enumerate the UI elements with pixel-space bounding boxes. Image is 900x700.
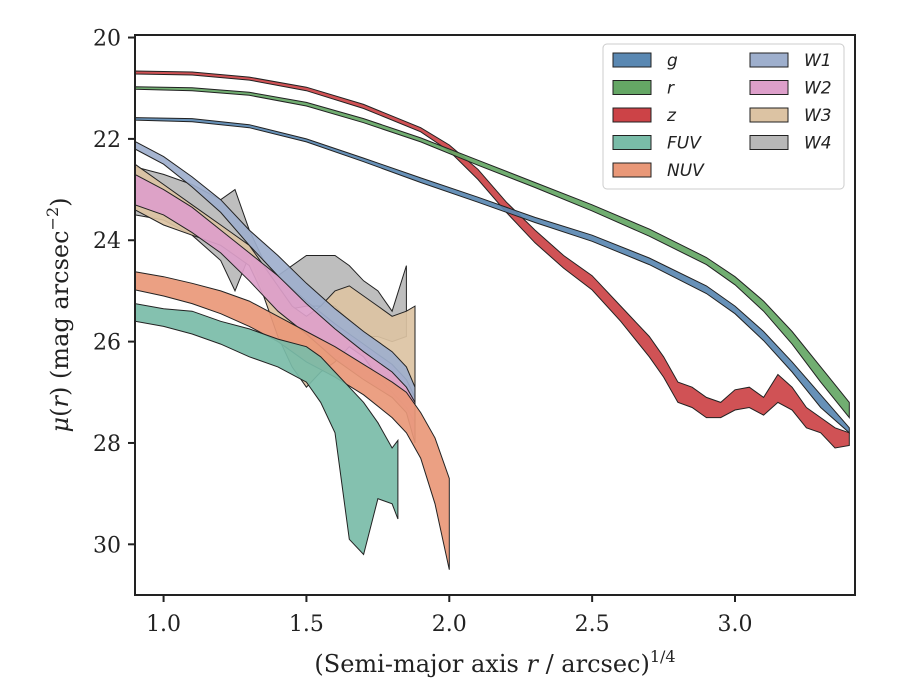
x-tick-label: 1.0 [146, 612, 181, 637]
legend-label: W3 [804, 106, 832, 126]
y-tick-label: 24 [93, 229, 121, 254]
plot-frame [134, 34, 856, 596]
band-w1 [135, 140, 416, 405]
legend-swatch [612, 162, 652, 178]
legend-label: z [666, 106, 677, 126]
legend-swatch [612, 135, 652, 150]
band-fuv [135, 303, 399, 556]
y-tick-label: 28 [93, 432, 121, 457]
legend: grz FUV NUV W1 W2 W3 W4 [602, 43, 845, 190]
legend-label: g [667, 51, 678, 71]
legend-swatch [612, 80, 652, 95]
x-tick-label: 1.5 [289, 612, 324, 637]
band-z [135, 70, 850, 449]
legend-label: NUV [667, 161, 705, 181]
y-tick-label: 22 [93, 128, 121, 153]
y-tick-label: 20 [93, 27, 121, 52]
legend-swatch [612, 107, 652, 123]
legend-label: FUV [667, 134, 702, 154]
x-tick-label: 2.0 [432, 612, 467, 637]
legend-swatch [749, 135, 789, 150]
x-axis: 1.0 1.5 2.0 2.5 3.0 [146, 595, 753, 637]
bands-layer [135, 70, 850, 570]
legend-label: W2 [804, 79, 832, 99]
x-tick-label: 2.5 [575, 612, 610, 637]
band-g [135, 117, 850, 434]
legend-label: W4 [804, 134, 832, 154]
y-tick-label: 30 [93, 533, 121, 558]
legend-label: r [667, 79, 675, 99]
x-tick-label: 3.0 [718, 612, 753, 637]
y-axis: 20 22 24 26 28 30 [93, 27, 135, 558]
y-axis-label: μ(r) (mag arcsec−2) [43, 197, 74, 432]
legend-swatch [749, 52, 789, 68]
band-r [135, 86, 850, 420]
legend-swatch [612, 52, 652, 68]
legend-swatch [749, 80, 789, 95]
y-tick-label: 26 [93, 331, 121, 356]
x-axis-label: (Semi-major axis r / arcsec)1/4 [314, 647, 675, 678]
band-nuv [135, 271, 450, 570]
legend-label: W1 [804, 51, 832, 71]
legend-swatch [749, 107, 789, 123]
